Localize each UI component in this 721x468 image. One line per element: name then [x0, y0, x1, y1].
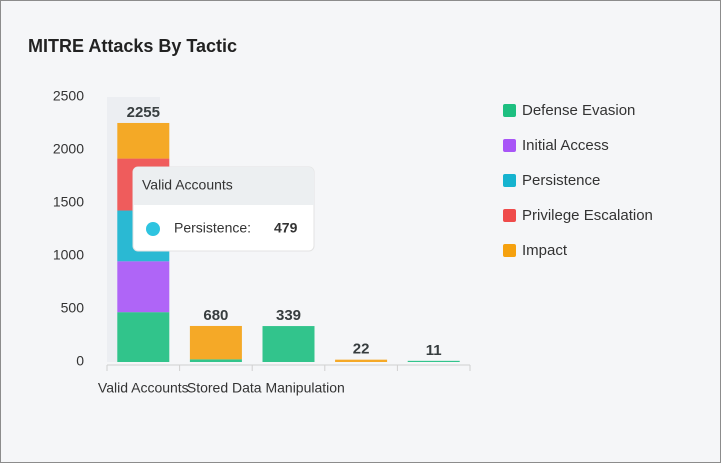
bar-segment	[117, 312, 170, 362]
tooltip-header	[133, 167, 314, 205]
bar-segment	[262, 326, 315, 362]
bar-segment	[189, 325, 242, 360]
legend-swatch	[503, 104, 516, 117]
legend-swatch	[503, 209, 516, 222]
x-tick-label: Stored Data Manipulation	[187, 380, 345, 396]
bar-segment	[335, 359, 388, 362]
tooltip-value: 479	[274, 220, 298, 236]
legend-label: Defense Evasion	[522, 102, 635, 119]
y-tick-label: 0	[76, 353, 84, 369]
chart-title: MITRE Attacks By Tactic	[28, 36, 237, 56]
bar-segment	[407, 360, 460, 362]
tooltip: Valid Accounts Persistence: 479	[132, 166, 315, 252]
bar-segment	[117, 122, 170, 159]
legend-label: Impact	[522, 242, 568, 259]
tooltip-title: Valid Accounts	[142, 177, 233, 193]
tooltip-marker	[146, 222, 160, 236]
y-tick-label: 2000	[53, 141, 84, 157]
tooltip-label: Persistence:	[174, 220, 251, 236]
legend-swatch	[503, 174, 516, 187]
y-tick-label: 1000	[53, 247, 84, 263]
y-tick-label: 500	[61, 300, 85, 316]
legend-label: Initial Access	[522, 137, 609, 154]
x-tick-label: Valid Accounts	[98, 380, 189, 396]
legend-label: Persistence	[522, 172, 600, 189]
total-label: 680	[203, 307, 228, 324]
total-label: 2255	[127, 104, 160, 121]
bar-segment	[189, 359, 242, 362]
y-tick-label: 1500	[53, 194, 84, 210]
total-label: 339	[276, 307, 301, 324]
bar-segment	[117, 261, 170, 313]
y-tick-label: 2500	[53, 88, 84, 104]
legend-label: Privilege Escalation	[522, 207, 653, 224]
legend-swatch	[503, 139, 516, 152]
legend-swatch	[503, 244, 516, 257]
total-label: 11	[426, 342, 442, 359]
total-label: 22	[353, 341, 370, 358]
